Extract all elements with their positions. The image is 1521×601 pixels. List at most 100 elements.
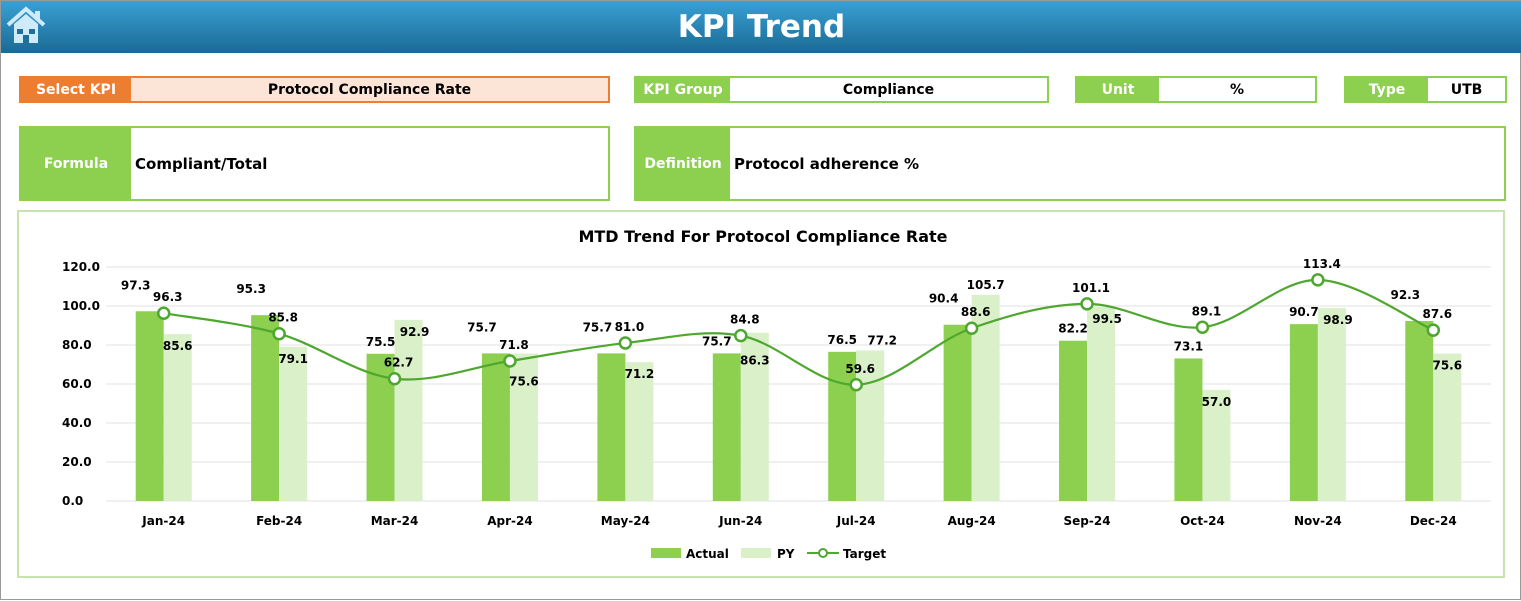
- target-data-label: 84.8: [730, 313, 760, 327]
- actual-data-label: 76.5: [827, 333, 857, 347]
- py-bar: [163, 334, 192, 501]
- py-data-label: 71.2: [625, 367, 655, 381]
- y-tick-label: 100.0: [62, 299, 100, 313]
- target-data-label: 96.3: [153, 290, 183, 304]
- actual-bar: [1405, 321, 1434, 501]
- actual-data-label: 82.2: [1058, 322, 1088, 336]
- py-data-label: 98.9: [1323, 313, 1353, 327]
- legend-actual-swatch: [651, 548, 681, 558]
- y-tick-label: 40.0: [62, 416, 92, 430]
- target-data-label: 59.6: [845, 362, 875, 376]
- actual-bar: [251, 315, 280, 501]
- target-point: [1311, 273, 1325, 287]
- py-bar: [1317, 308, 1346, 501]
- select-kpi-field[interactable]: Select KPI Protocol Compliance Rate: [19, 76, 610, 103]
- py-data-label: 86.3: [740, 354, 770, 368]
- unit-label: Unit: [1077, 78, 1159, 101]
- actual-data-label: 95.3: [236, 282, 266, 296]
- x-tick-label: Oct-24: [1180, 514, 1225, 528]
- target-point: [1195, 320, 1210, 335]
- actual-bar: [712, 353, 741, 501]
- target-data-label: 81.0: [615, 320, 645, 334]
- legend-py-swatch: [741, 548, 771, 558]
- target-data-label: 71.8: [499, 338, 529, 352]
- target-point: [387, 371, 402, 386]
- py-data-label: 77.2: [867, 333, 897, 347]
- formula-label: Formula: [21, 128, 131, 199]
- target-data-label: 85.8: [268, 311, 298, 325]
- x-tick-label: May-24: [601, 514, 650, 528]
- actual-bar: [828, 351, 857, 501]
- kpi-group-field: KPI Group Compliance: [634, 76, 1049, 103]
- py-bar: [509, 353, 538, 501]
- py-data-label: 92.9: [400, 325, 430, 339]
- y-tick-label: 60.0: [62, 377, 92, 391]
- y-tick-label: 80.0: [62, 338, 92, 352]
- target-point: [272, 326, 286, 341]
- target-data-label: 88.6: [961, 305, 991, 319]
- type-label: Type: [1346, 78, 1428, 101]
- py-bar: [1087, 306, 1116, 501]
- legend-target-label: Target: [843, 547, 886, 561]
- py-bar: [740, 332, 769, 501]
- py-data-label: 57.0: [1202, 395, 1232, 409]
- home-icon[interactable]: [5, 5, 47, 45]
- target-point: [734, 328, 748, 343]
- target-data-label: 87.6: [1422, 307, 1452, 321]
- actual-bar: [481, 353, 510, 501]
- kpi-group-value: Compliance: [842, 81, 935, 98]
- py-bar: [394, 319, 423, 501]
- unit-field: Unit %: [1075, 76, 1317, 103]
- py-data-label: 105.7: [967, 278, 1005, 292]
- page-title: KPI Trend: [677, 9, 846, 45]
- formula-field: Formula Compliant/Total: [19, 126, 610, 201]
- py-bar: [279, 346, 308, 501]
- py-data-label: 79.1: [278, 352, 308, 366]
- actual-bar: [1059, 340, 1088, 501]
- type-value: UTB: [1450, 81, 1483, 98]
- py-bar: [1202, 389, 1231, 501]
- actual-data-label: 75.5: [366, 335, 396, 349]
- actual-data-label: 75.7: [702, 334, 732, 348]
- py-data-label: 75.6: [509, 375, 539, 389]
- x-tick-label: Nov-24: [1294, 514, 1342, 528]
- select-kpi-label: Select KPI: [21, 78, 131, 101]
- y-tick-label: 20.0: [62, 455, 92, 469]
- type-field: Type UTB: [1344, 76, 1507, 103]
- target-point: [618, 336, 633, 350]
- target-line: [163, 278, 1434, 386]
- legend-actual-label: Actual: [686, 547, 729, 561]
- target-point: [964, 321, 979, 335]
- target-point: [503, 354, 517, 368]
- actual-data-label: 90.7: [1289, 305, 1319, 319]
- x-tick-label: Jan-24: [141, 514, 185, 528]
- actual-bar: [1174, 358, 1203, 501]
- legend-target-marker: [818, 548, 828, 558]
- x-tick-label: Jun-24: [718, 514, 762, 528]
- x-tick-label: Feb-24: [256, 514, 302, 528]
- target-point: [1426, 323, 1441, 337]
- select-kpi-dropdown[interactable]: Protocol Compliance Rate: [131, 78, 608, 101]
- actual-bar: [597, 353, 626, 501]
- actual-bar: [1289, 324, 1318, 501]
- x-tick-label: Dec-24: [1410, 514, 1457, 528]
- chart-panel: [17, 210, 1505, 578]
- definition-value: Protocol adherence %: [734, 154, 920, 173]
- x-tick-label: Apr-24: [487, 514, 532, 528]
- actual-data-label: 73.1: [1174, 339, 1204, 353]
- py-data-label: 85.6: [163, 339, 193, 353]
- actual-data-label: 75.7: [583, 320, 613, 334]
- unit-value: %: [1229, 81, 1245, 98]
- actual-data-label: 97.3: [121, 278, 151, 292]
- x-tick-label: Jul-24: [836, 514, 876, 528]
- y-tick-label: 120.0: [62, 260, 100, 274]
- header-bar: KPI Trend: [1, 1, 1521, 53]
- x-tick-label: Aug-24: [948, 514, 996, 528]
- py-bar: [1433, 353, 1462, 501]
- legend-py-label: PY: [777, 547, 795, 561]
- y-tick-label: 0.0: [62, 494, 83, 508]
- py-data-label: 75.6: [1432, 359, 1462, 373]
- target-point: [156, 306, 171, 320]
- target-data-label: 113.4: [1303, 257, 1341, 271]
